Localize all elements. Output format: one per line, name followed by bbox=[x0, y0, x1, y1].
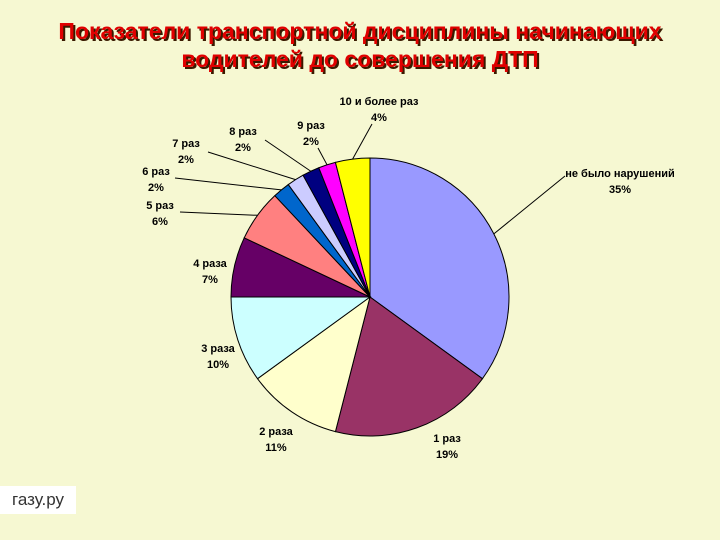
leader-line bbox=[317, 147, 328, 166]
slice-label: 1 раз bbox=[433, 433, 461, 445]
slice-value-label: 2% bbox=[303, 136, 319, 148]
pie-slice bbox=[256, 295, 371, 433]
slice-label: 4 раза bbox=[193, 258, 227, 270]
slice-label: не было нарушений bbox=[565, 168, 675, 180]
slice-label: 6 раз bbox=[142, 166, 170, 178]
slice-value-label: 35% bbox=[609, 184, 631, 196]
slice-value-label: 19% bbox=[436, 449, 458, 461]
slice-value-label: 2% bbox=[148, 182, 164, 194]
slice-value-label: 4% bbox=[371, 112, 387, 124]
slice-value-label: 2% bbox=[235, 142, 251, 154]
pie-slice bbox=[334, 157, 371, 298]
pie-slice bbox=[369, 157, 510, 380]
slice-value-label: 7% bbox=[202, 274, 218, 286]
slice-label: 5 раз bbox=[146, 200, 174, 212]
pie-slice bbox=[334, 296, 484, 437]
slice-label: 10 и более раз bbox=[340, 96, 419, 108]
leader-line bbox=[493, 175, 566, 235]
slice-label: 3 раза bbox=[201, 343, 235, 355]
leader-line bbox=[174, 177, 282, 191]
slice-value-label: 10% bbox=[207, 359, 229, 371]
leader-line bbox=[352, 123, 373, 160]
slice-value-label: 11% bbox=[265, 442, 287, 454]
slice-label: 8 раз bbox=[229, 126, 257, 138]
chart-title: Показатели транспортной дисциплины начин… bbox=[58, 18, 662, 44]
watermark: газу.ру bbox=[0, 486, 76, 514]
slice-value-label: 2% bbox=[178, 154, 194, 166]
leader-line bbox=[207, 151, 296, 181]
slice-value-label: 6% bbox=[152, 216, 168, 228]
leader-line bbox=[179, 211, 258, 216]
pie-slice bbox=[230, 296, 372, 380]
leader-line bbox=[264, 139, 312, 172]
slice-label: 7 раз bbox=[172, 138, 200, 150]
chart-title: водителей до совершения ДТП bbox=[181, 46, 539, 72]
slice-label: 9 раз bbox=[297, 120, 325, 132]
slice-label: 2 раза bbox=[259, 426, 293, 438]
